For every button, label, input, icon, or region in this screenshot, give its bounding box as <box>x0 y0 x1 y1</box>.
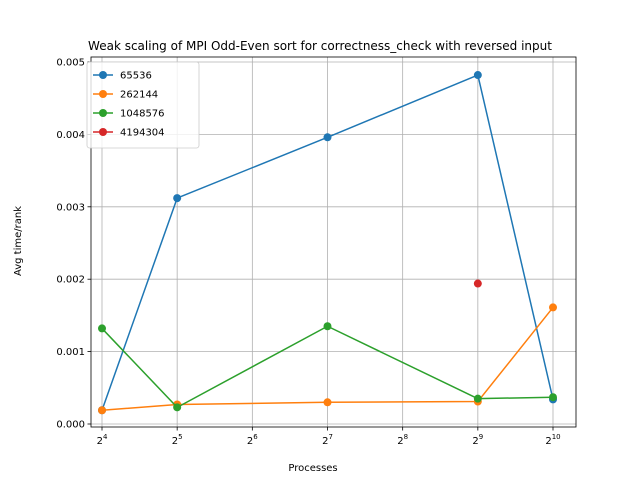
data-point <box>473 71 482 80</box>
x-tick-exponent: 10 <box>552 433 561 441</box>
legend-marker <box>99 71 107 79</box>
y-tick-label: 0.004 <box>56 130 85 141</box>
legend-item: 65536 <box>93 71 152 82</box>
x-tick-base: 2 <box>472 436 478 447</box>
y-tick-label: 0.005 <box>56 58 85 69</box>
legend-marker <box>99 128 107 136</box>
legend-item: 1048576 <box>93 109 165 120</box>
y-axis-label: Avg time/rank <box>13 206 24 276</box>
series-1048576 <box>98 322 557 412</box>
series-layer <box>98 71 557 415</box>
x-tick-exponent: 6 <box>253 433 258 441</box>
data-point <box>549 393 557 402</box>
legend-box <box>86 61 200 149</box>
plot-frame <box>90 56 577 428</box>
data-point <box>473 394 482 403</box>
data-point <box>549 303 557 312</box>
legend-label: 1048576 <box>120 109 165 120</box>
data-point <box>323 133 332 142</box>
x-tick-label: 28 <box>397 433 408 447</box>
legend-label: 65536 <box>120 71 152 82</box>
legend: 65536 262144 1048576 4194304 <box>86 61 200 149</box>
x-axis-label: Processes <box>288 463 337 474</box>
data-point <box>173 403 182 412</box>
x-tick-exponent: 9 <box>479 433 483 441</box>
x-tick-base: 2 <box>322 436 328 447</box>
y-tick-label: 0.001 <box>56 347 85 358</box>
x-tick-exponent: 8 <box>404 433 408 441</box>
x-tick-label: 24 <box>97 433 108 447</box>
x-tick-label: 29 <box>472 433 483 447</box>
data-point <box>473 279 482 288</box>
legend-label: 4194304 <box>120 128 165 139</box>
data-point <box>98 324 106 333</box>
x-tick-label: 26 <box>247 433 258 447</box>
data-point <box>98 406 106 415</box>
x-tick-label: 210 <box>545 433 560 447</box>
x-tick-exponent: 7 <box>328 433 332 441</box>
series-4194304 <box>473 279 482 288</box>
x-tick-base: 2 <box>545 436 551 447</box>
data-point <box>173 194 182 203</box>
legend-marker <box>99 109 107 117</box>
data-point <box>323 398 332 407</box>
x-tick-label: 27 <box>322 433 333 447</box>
x-tick-base: 2 <box>172 436 178 447</box>
y-tick-label: 0.003 <box>56 202 85 213</box>
legend-marker <box>99 90 107 98</box>
legend-label: 262144 <box>120 90 158 101</box>
x-tick-base: 2 <box>247 436 253 447</box>
y-axis: 0.000 0.001 0.002 0.003 0.004 0.005 <box>56 58 91 431</box>
x-tick-base: 2 <box>97 436 103 447</box>
data-point <box>323 322 332 331</box>
legend-item: 4194304 <box>93 128 165 139</box>
y-tick-label: 0.000 <box>56 420 85 431</box>
x-tick-exponent: 4 <box>103 433 108 441</box>
x-tick-exponent: 5 <box>178 433 182 441</box>
x-tick-base: 2 <box>397 436 403 447</box>
legend-item: 262144 <box>93 90 158 101</box>
x-axis: 24 25 26 27 28 29 210 <box>97 427 561 447</box>
chart-title: Weak scaling of MPI Odd-Even sort for co… <box>88 39 552 53</box>
y-tick-label: 0.002 <box>56 275 85 286</box>
x-tick-label: 25 <box>172 433 183 447</box>
